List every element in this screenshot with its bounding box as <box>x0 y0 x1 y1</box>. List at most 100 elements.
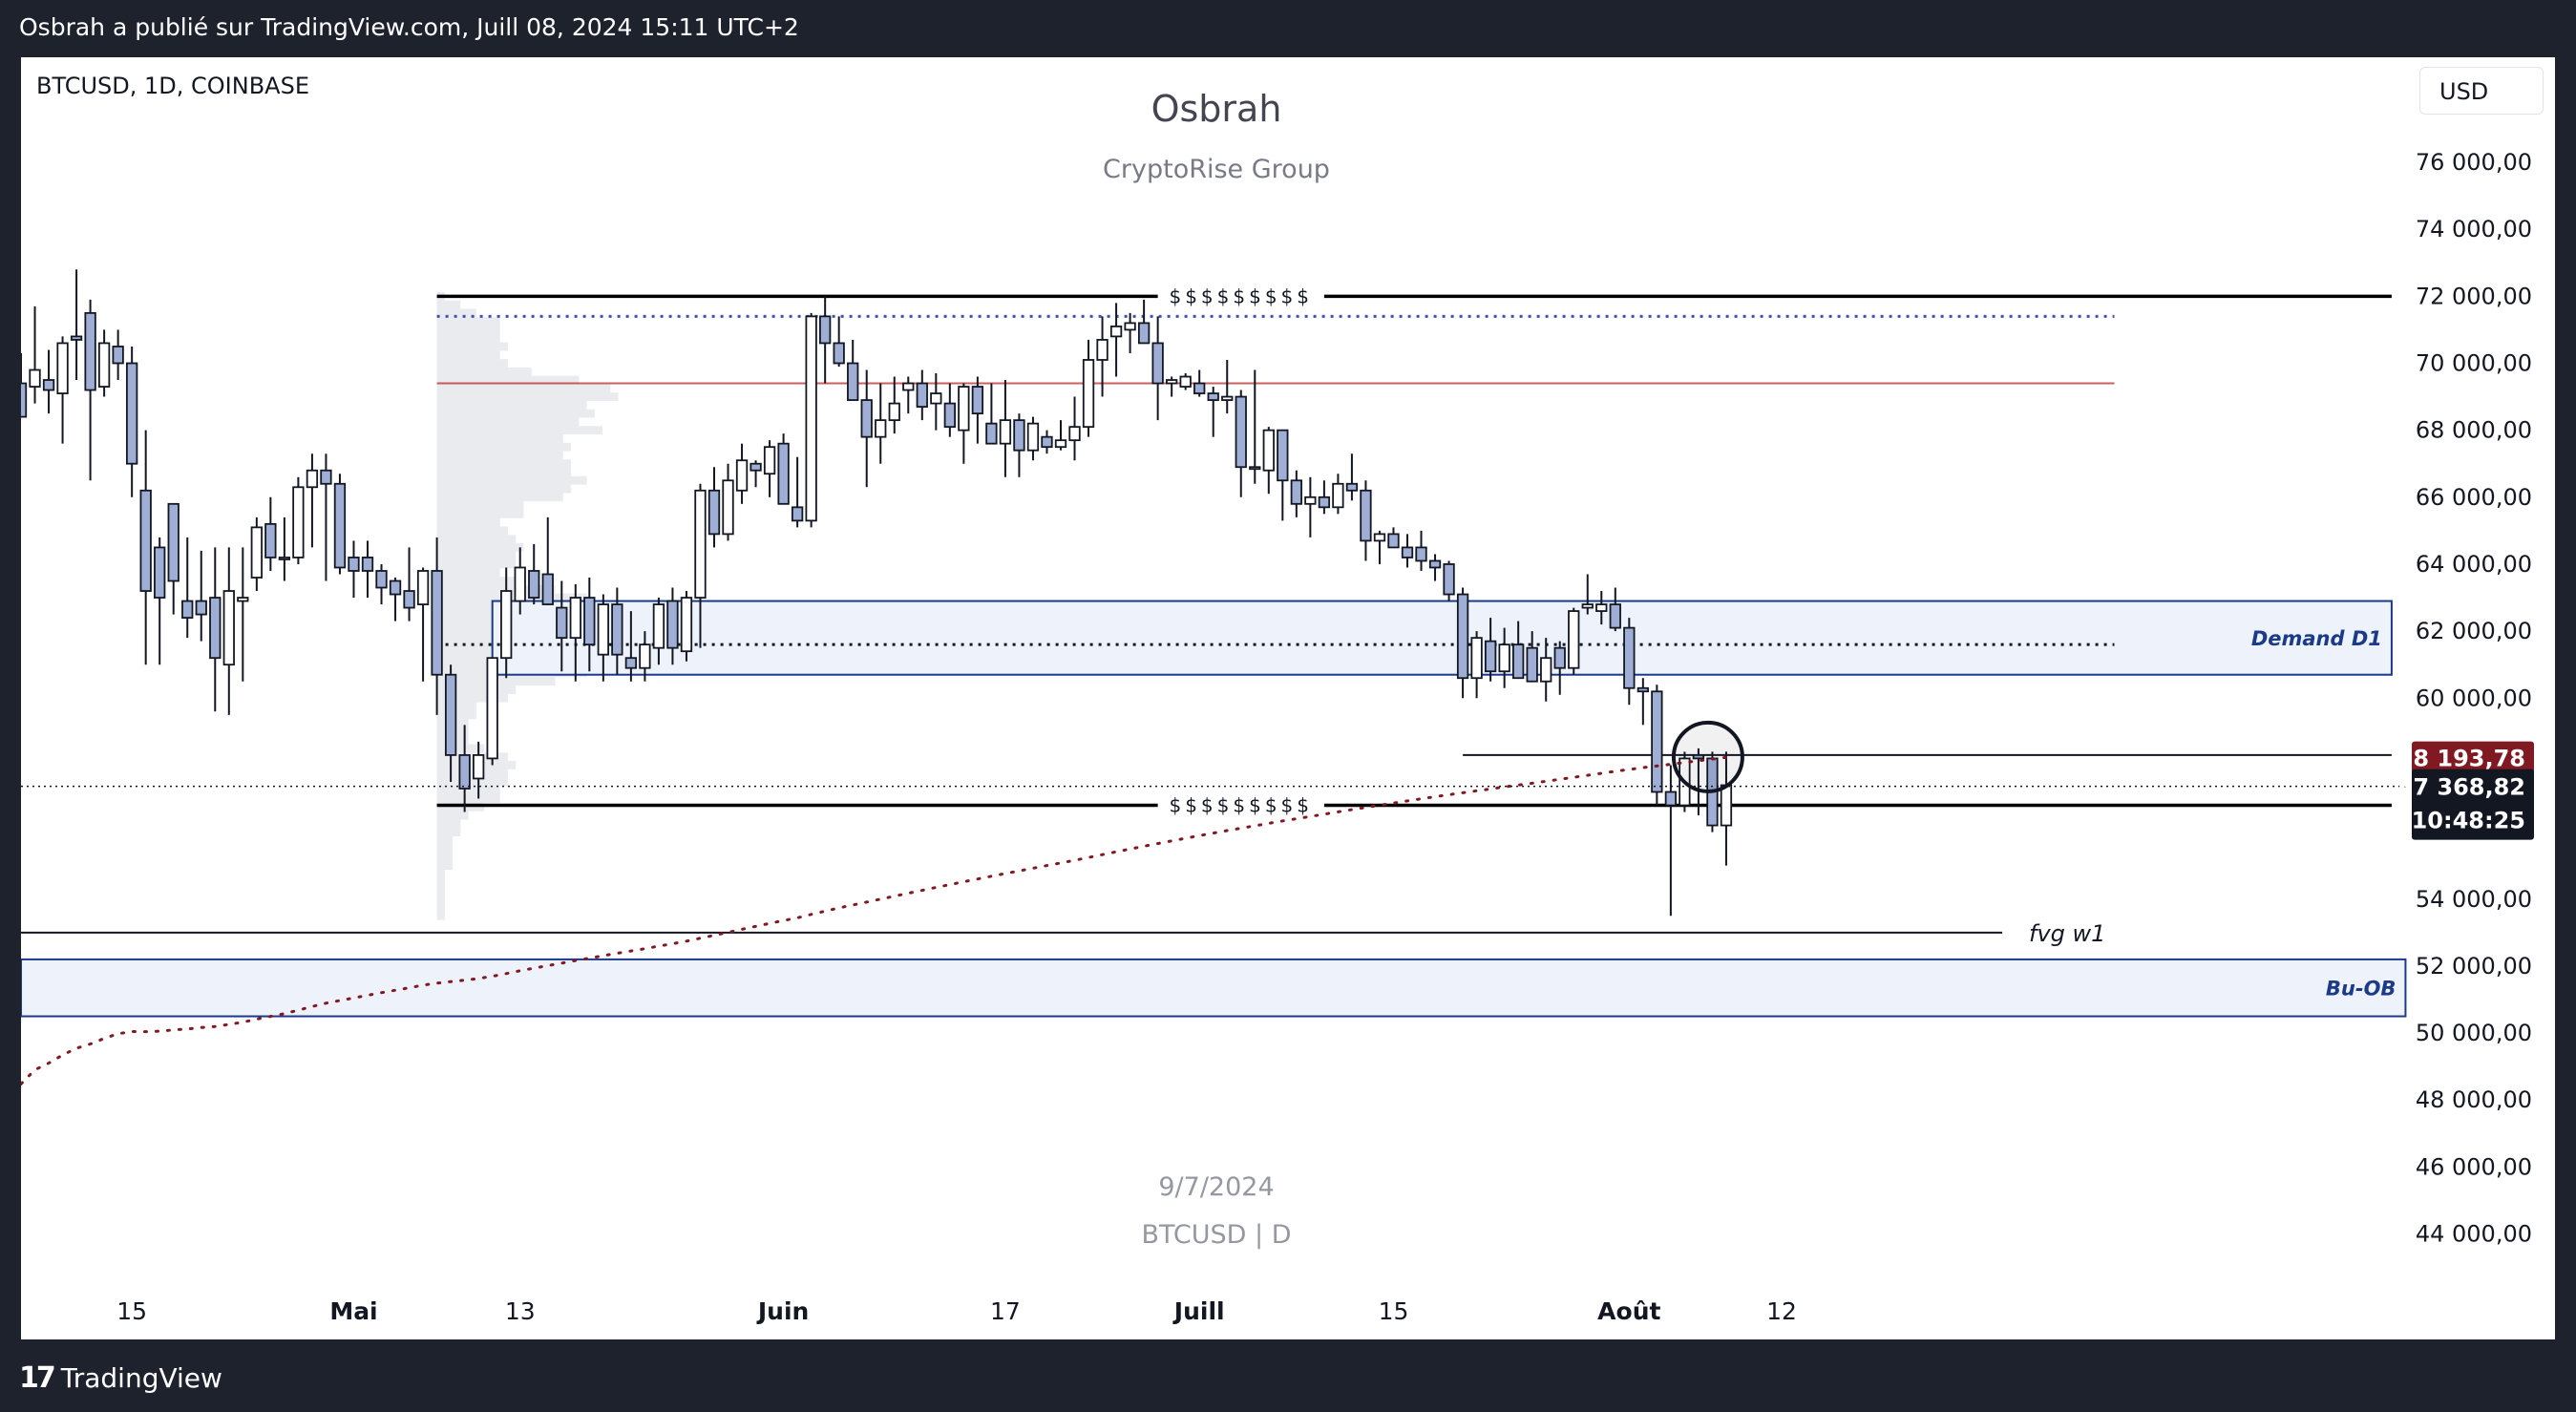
candle-body[interactable] <box>556 606 568 640</box>
candle-body[interactable] <box>1401 546 1414 558</box>
candle-body[interactable] <box>1470 637 1483 680</box>
candle-body[interactable] <box>16 382 28 418</box>
candle-body[interactable] <box>943 402 956 429</box>
candle-body[interactable] <box>1609 603 1621 629</box>
candle-body[interactable] <box>722 479 734 536</box>
candle-body[interactable] <box>473 754 485 780</box>
candle-body[interactable] <box>875 419 887 438</box>
candle-body[interactable] <box>1636 686 1649 693</box>
candle-body[interactable] <box>569 597 581 640</box>
candle-body[interactable] <box>431 570 443 676</box>
candle-body[interactable] <box>264 522 277 558</box>
candle-body[interactable] <box>84 311 96 391</box>
candle-body[interactable] <box>971 386 984 415</box>
candle-body[interactable] <box>56 342 69 394</box>
candle-body[interactable] <box>763 446 776 475</box>
candle-body[interactable] <box>597 603 609 656</box>
candle-body[interactable] <box>237 597 249 602</box>
candle-body[interactable] <box>1720 784 1733 827</box>
candle-body[interactable] <box>707 489 721 536</box>
candle-body[interactable] <box>1651 690 1663 793</box>
candle-body[interactable] <box>1415 546 1427 562</box>
demand-d1-zone[interactable] <box>491 600 2393 676</box>
candle-body[interactable] <box>154 546 166 599</box>
candle-body[interactable] <box>1456 593 1469 680</box>
candle-body[interactable] <box>1304 495 1317 505</box>
candle-body[interactable] <box>1345 482 1359 492</box>
candle-body[interactable] <box>42 379 55 391</box>
candle-body[interactable] <box>209 597 222 660</box>
candle-body[interactable] <box>985 422 998 445</box>
candle-body[interactable] <box>444 673 457 756</box>
candle-body[interactable] <box>1498 643 1510 673</box>
candle-body[interactable] <box>1193 382 1206 394</box>
candle-body[interactable] <box>416 570 430 605</box>
candle-body[interactable] <box>1026 422 1040 452</box>
candle-body[interactable] <box>958 386 970 432</box>
candle-body[interactable] <box>847 362 859 401</box>
candle-body[interactable] <box>167 502 179 582</box>
candle-body[interactable] <box>222 590 235 666</box>
currency-button[interactable]: USD <box>2419 67 2544 115</box>
candle-body[interactable] <box>860 399 873 438</box>
candle-body[interactable] <box>1484 640 1497 673</box>
candle-body[interactable] <box>624 657 638 669</box>
candle-body[interactable] <box>514 566 526 602</box>
candle-body[interactable] <box>1221 395 1234 401</box>
candle-body[interactable] <box>902 382 915 391</box>
candle-body[interactable] <box>375 570 388 589</box>
candle-body[interactable] <box>888 402 900 422</box>
candle-body[interactable] <box>139 489 152 592</box>
candle-body[interactable] <box>819 315 832 345</box>
candle-body[interactable] <box>583 597 596 646</box>
candle-body[interactable] <box>112 346 124 365</box>
symbol-legend[interactable]: BTCUSD, 1D, COINBASE <box>36 73 309 99</box>
candle-body[interactable] <box>1623 626 1636 689</box>
candle-body[interactable] <box>292 486 305 558</box>
candle-body[interactable] <box>1179 375 1192 388</box>
candle-body[interactable] <box>930 392 942 405</box>
candle-body[interactable] <box>403 590 415 609</box>
candle-body[interactable] <box>1553 646 1566 669</box>
candle-body[interactable] <box>1387 533 1400 549</box>
candle-body[interactable] <box>1041 435 1053 449</box>
candle-body[interactable] <box>916 382 928 408</box>
candle-body[interactable] <box>777 442 790 505</box>
candle-body[interactable] <box>1360 489 1372 542</box>
candle-body[interactable] <box>791 506 804 522</box>
candle-body[interactable] <box>1151 342 1164 385</box>
candle-body[interactable] <box>1262 429 1275 472</box>
candle-body[interactable] <box>639 643 651 669</box>
retest-circle-marker[interactable] <box>1671 720 1744 793</box>
candle-body[interactable] <box>1124 322 1136 331</box>
candle-body[interactable] <box>70 335 83 341</box>
candle-body[interactable] <box>306 469 319 489</box>
candle-body[interactable] <box>541 573 554 605</box>
candle-body[interactable] <box>1249 466 1261 471</box>
candle-body[interactable] <box>694 489 707 599</box>
candle-body[interactable] <box>320 469 332 485</box>
candle-body[interactable] <box>1540 657 1552 683</box>
candle-body[interactable] <box>1428 559 1442 569</box>
candle-body[interactable] <box>1109 325 1123 338</box>
candle-body[interactable] <box>1166 379 1178 385</box>
candle-body[interactable] <box>333 482 347 569</box>
price-label-last[interactable] <box>2412 769 2534 840</box>
candle-body[interactable] <box>805 315 817 522</box>
candle-body[interactable] <box>1013 419 1025 452</box>
candle-body[interactable] <box>458 754 471 790</box>
candle-body[interactable] <box>361 557 374 572</box>
candle-body[interactable] <box>348 557 360 572</box>
candle-body[interactable] <box>652 603 665 649</box>
candle-body[interactable] <box>1068 426 1081 442</box>
candle-body[interactable] <box>1137 322 1151 345</box>
candle-body[interactable] <box>1373 533 1386 542</box>
candle-body[interactable] <box>1207 392 1219 401</box>
candle-body[interactable] <box>1318 495 1331 509</box>
candle-body[interactable] <box>833 342 845 365</box>
candle-body[interactable] <box>126 362 138 465</box>
candle-body[interactable] <box>1277 429 1289 482</box>
candle-body[interactable] <box>1512 643 1525 680</box>
candle-body[interactable] <box>528 570 540 599</box>
